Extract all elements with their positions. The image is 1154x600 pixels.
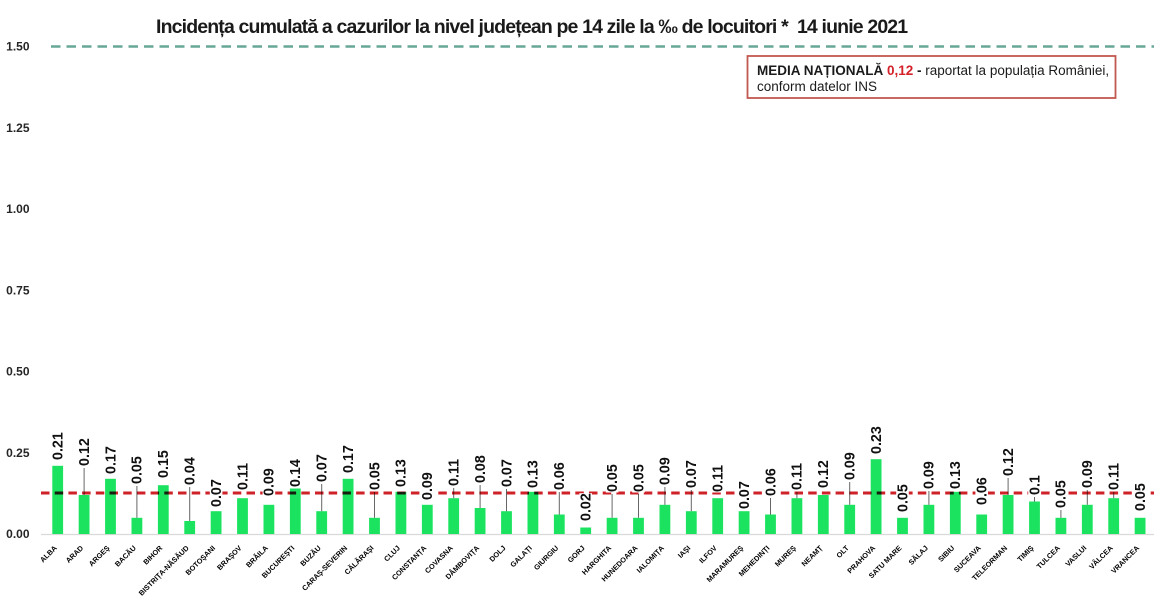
- svg-text:0.06: 0.06: [975, 477, 991, 505]
- svg-text:0.07: 0.07: [499, 459, 515, 487]
- svg-text:0.05: 0.05: [1133, 483, 1149, 511]
- svg-text:0.13: 0.13: [526, 460, 542, 488]
- svg-text:0.09: 0.09: [843, 452, 859, 480]
- svg-text:0.04: 0.04: [183, 457, 199, 485]
- svg-text:0.07: 0.07: [684, 460, 700, 488]
- svg-text:0.05: 0.05: [631, 464, 647, 492]
- svg-text:0.06: 0.06: [763, 468, 779, 496]
- svg-text:0.09: 0.09: [420, 472, 436, 500]
- svg-text:0.07: 0.07: [315, 454, 331, 482]
- svg-text:0.75: 0.75: [6, 284, 30, 298]
- svg-text:0.12: 0.12: [816, 460, 832, 488]
- svg-text:0.17: 0.17: [103, 446, 119, 474]
- svg-text:0.05: 0.05: [605, 464, 621, 492]
- svg-text:0.1: 0.1: [1027, 475, 1043, 495]
- svg-text:MEDIA NAȚIONALĂ 0,12 - raporta: MEDIA NAȚIONALĂ 0,12 - raportat la popul…: [757, 63, 1109, 78]
- svg-text:0.11: 0.11: [711, 465, 727, 492]
- svg-text:0.17: 0.17: [341, 445, 357, 473]
- svg-text:1.00: 1.00: [6, 202, 30, 216]
- svg-text:0.11: 0.11: [235, 463, 251, 490]
- svg-text:0.12: 0.12: [1001, 448, 1017, 476]
- svg-text:0.07: 0.07: [209, 479, 225, 507]
- svg-text:0.06: 0.06: [552, 462, 568, 490]
- svg-text:0.11: 0.11: [1107, 463, 1123, 490]
- svg-text:0.15: 0.15: [156, 450, 172, 478]
- svg-text:0.13: 0.13: [948, 461, 964, 489]
- svg-text:0.00: 0.00: [6, 527, 30, 541]
- svg-text:0.11: 0.11: [447, 459, 463, 486]
- svg-text:0.50: 0.50: [6, 365, 30, 379]
- svg-text:0.21: 0.21: [51, 432, 67, 460]
- svg-text:0.05: 0.05: [130, 456, 146, 484]
- svg-text:0.09: 0.09: [1080, 460, 1096, 488]
- svg-text:0.08: 0.08: [473, 455, 489, 483]
- svg-text:0.11: 0.11: [790, 463, 806, 490]
- svg-text:0.02: 0.02: [579, 493, 595, 521]
- svg-text:0.13: 0.13: [394, 459, 410, 487]
- svg-text:0.07: 0.07: [737, 481, 753, 509]
- svg-text:0.09: 0.09: [922, 461, 938, 489]
- svg-text:0.09: 0.09: [658, 457, 674, 485]
- svg-text:1.50: 1.50: [6, 40, 30, 54]
- svg-text:0.23: 0.23: [869, 426, 885, 454]
- svg-text:conform datelor INS: conform datelor INS: [757, 79, 877, 94]
- svg-text:0.05: 0.05: [895, 484, 911, 512]
- svg-text:0.09: 0.09: [262, 468, 278, 496]
- svg-text:Incidența cumulată a cazurilor: Incidența cumulată a cazurilor la nivel …: [156, 16, 908, 38]
- svg-text:0.05: 0.05: [367, 462, 383, 490]
- svg-text:1.25: 1.25: [6, 121, 30, 135]
- svg-text:0.05: 0.05: [1054, 480, 1070, 508]
- svg-text:0.25: 0.25: [6, 446, 30, 460]
- svg-text:0.12: 0.12: [77, 438, 93, 466]
- svg-text:0.14: 0.14: [288, 459, 304, 487]
